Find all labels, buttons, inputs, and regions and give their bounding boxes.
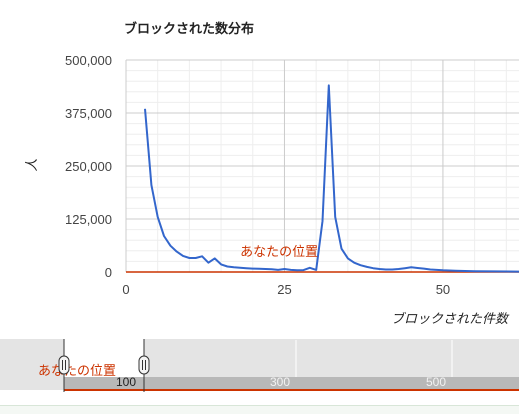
x-axis-ticks: 0 25 50	[122, 282, 450, 297]
navigator-tick-100: 100	[116, 375, 136, 389]
y-axis-label: 人	[25, 158, 40, 171]
navigator-mini-chart	[64, 377, 519, 390]
x-tick-label: 50	[436, 282, 450, 297]
bottom-strip	[0, 405, 519, 414]
y-axis-ticks: 0 125,000 250,000 375,000 500,000	[65, 53, 112, 280]
y-tick-label: 250,000	[65, 159, 112, 174]
navigator-right-handle[interactable]	[138, 355, 150, 375]
navigator-your-position-label: あなたの位置	[38, 364, 116, 379]
x-tick-label: 25	[277, 282, 291, 297]
navigator-tick-300: 300	[270, 375, 290, 389]
chart-title: ブロックされた数分布	[124, 21, 254, 37]
your-position-label: あなたの位置	[240, 245, 318, 260]
navigator-unselected-area-left	[0, 339, 64, 390]
y-tick-label: 375,000	[65, 106, 112, 121]
range-navigator[interactable]: 100 300 500 あなたの位置	[0, 337, 519, 395]
y-tick-label: 125,000	[65, 212, 112, 227]
navigator-tick-500: 500	[426, 375, 446, 389]
x-axis-label: ブロックされた件数	[391, 311, 510, 327]
series-line	[144, 84, 519, 273]
navigator-left-handle[interactable]	[58, 355, 70, 375]
y-tick-label: 0	[105, 265, 112, 280]
y-tick-label: 500,000	[65, 53, 112, 68]
x-tick-label: 0	[122, 282, 129, 297]
